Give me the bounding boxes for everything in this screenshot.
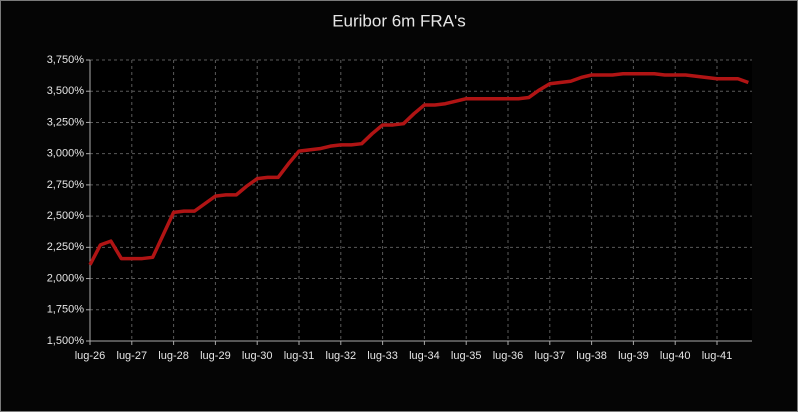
y-tick-label: 2,500%	[47, 210, 85, 222]
plot-area	[90, 60, 752, 341]
x-tick-label: lug-40	[660, 350, 691, 362]
x-tick-label: lug-39	[618, 350, 649, 362]
y-tick-label: 1,750%	[47, 304, 85, 316]
x-tick-label: lug-36	[493, 350, 524, 362]
x-tick-label: lug-34	[409, 350, 440, 362]
x-tick-label: lug-31	[284, 350, 315, 362]
y-tick-label: 2,750%	[47, 179, 85, 191]
x-tick-label: lug-35	[451, 350, 482, 362]
y-tick-label: 3,500%	[47, 85, 85, 97]
y-tick-label: 2,250%	[47, 241, 85, 253]
x-tick-label: lug-33	[367, 350, 398, 362]
x-tick-label: lug-37	[535, 350, 566, 362]
x-tick-label: lug-41	[702, 350, 733, 362]
data-line	[88, 71, 749, 266]
y-tick-label: 3,000%	[47, 148, 85, 160]
x-tick-label: lug-38	[576, 350, 607, 362]
x-tick-label: lug-30	[242, 350, 273, 362]
x-tick-label: lug-32	[326, 350, 357, 362]
x-tick-label: lug-26	[75, 350, 106, 362]
x-tick-label: lug-28	[158, 350, 189, 362]
y-tick-label: 3,750%	[47, 54, 85, 66]
y-tick-label: 2,000%	[47, 272, 85, 284]
x-tick-label: lug-29	[200, 350, 231, 362]
y-tick-label: 3,250%	[47, 116, 85, 128]
x-tick-label: lug-27	[117, 350, 148, 362]
y-tick-label: 1,500%	[47, 335, 85, 347]
chart-title: Euribor 6m FRA's	[332, 11, 466, 30]
